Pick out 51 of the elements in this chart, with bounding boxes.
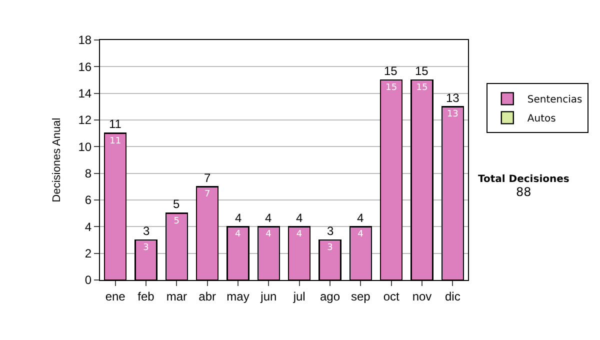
data-label: 7 <box>204 190 210 200</box>
x-tick-label: may <box>226 289 250 304</box>
y-tick-label: 0 <box>84 273 92 288</box>
text: 88 <box>516 185 532 199</box>
y-tick-label: 18 <box>78 33 92 48</box>
text: Total Decisiones <box>478 174 570 185</box>
data-label: 5 <box>174 216 180 226</box>
x-tick-label: abr <box>198 289 216 304</box>
legend-label: Autos <box>527 114 556 125</box>
data-label: 4 <box>358 230 364 240</box>
total-label: 4 <box>357 211 364 225</box>
legend-label: Sentencias <box>527 94 582 106</box>
data-label: 4 <box>266 230 272 240</box>
data-label: 11 <box>110 136 122 146</box>
y-tick-label: 2 <box>84 246 92 261</box>
x-tick-label: oct <box>383 289 400 304</box>
x-tick-label: nov <box>412 289 432 304</box>
x-tick-label: ago <box>320 289 340 304</box>
data-label: 3 <box>327 243 333 253</box>
x-tick-label: mar <box>166 289 188 304</box>
y-axis-title: Decisiones Anual <box>50 118 63 202</box>
y-tick-label: 10 <box>78 140 92 154</box>
y-tick-label: 16 <box>78 60 92 74</box>
x-tick-label: feb <box>138 289 155 304</box>
x-tick-label: ene <box>105 289 126 304</box>
total-label: 15 <box>415 64 429 78</box>
data-label: 4 <box>296 230 302 240</box>
x-tick-label: jun <box>260 289 277 304</box>
data-label: 4 <box>235 230 241 240</box>
total-label: 5 <box>173 197 180 211</box>
data-label: 3 <box>143 243 149 253</box>
total-label: 3 <box>143 224 150 238</box>
total-label: 4 <box>235 211 242 225</box>
y-tick-label: 4 <box>84 220 92 234</box>
data-label: 13 <box>446 110 458 120</box>
data-label: 15 <box>416 83 428 93</box>
total-label: 4 <box>265 211 272 225</box>
y-tick-label: 8 <box>84 166 92 181</box>
y-tick-label: 14 <box>78 86 92 101</box>
total-label: 13 <box>446 91 460 105</box>
data-label: 15 <box>386 83 398 93</box>
total-label: 15 <box>384 64 398 78</box>
total-label: 4 <box>296 211 303 225</box>
total-label: 11 <box>109 117 122 131</box>
y-tick-label: 12 <box>78 113 92 128</box>
x-tick-label: dic <box>445 289 460 304</box>
x-tick-label: sep <box>350 289 371 304</box>
x-tick-label: jul <box>292 289 306 304</box>
y-tick-label: 6 <box>84 193 92 208</box>
total-label: 3 <box>327 224 334 238</box>
total-label: 7 <box>204 171 211 185</box>
